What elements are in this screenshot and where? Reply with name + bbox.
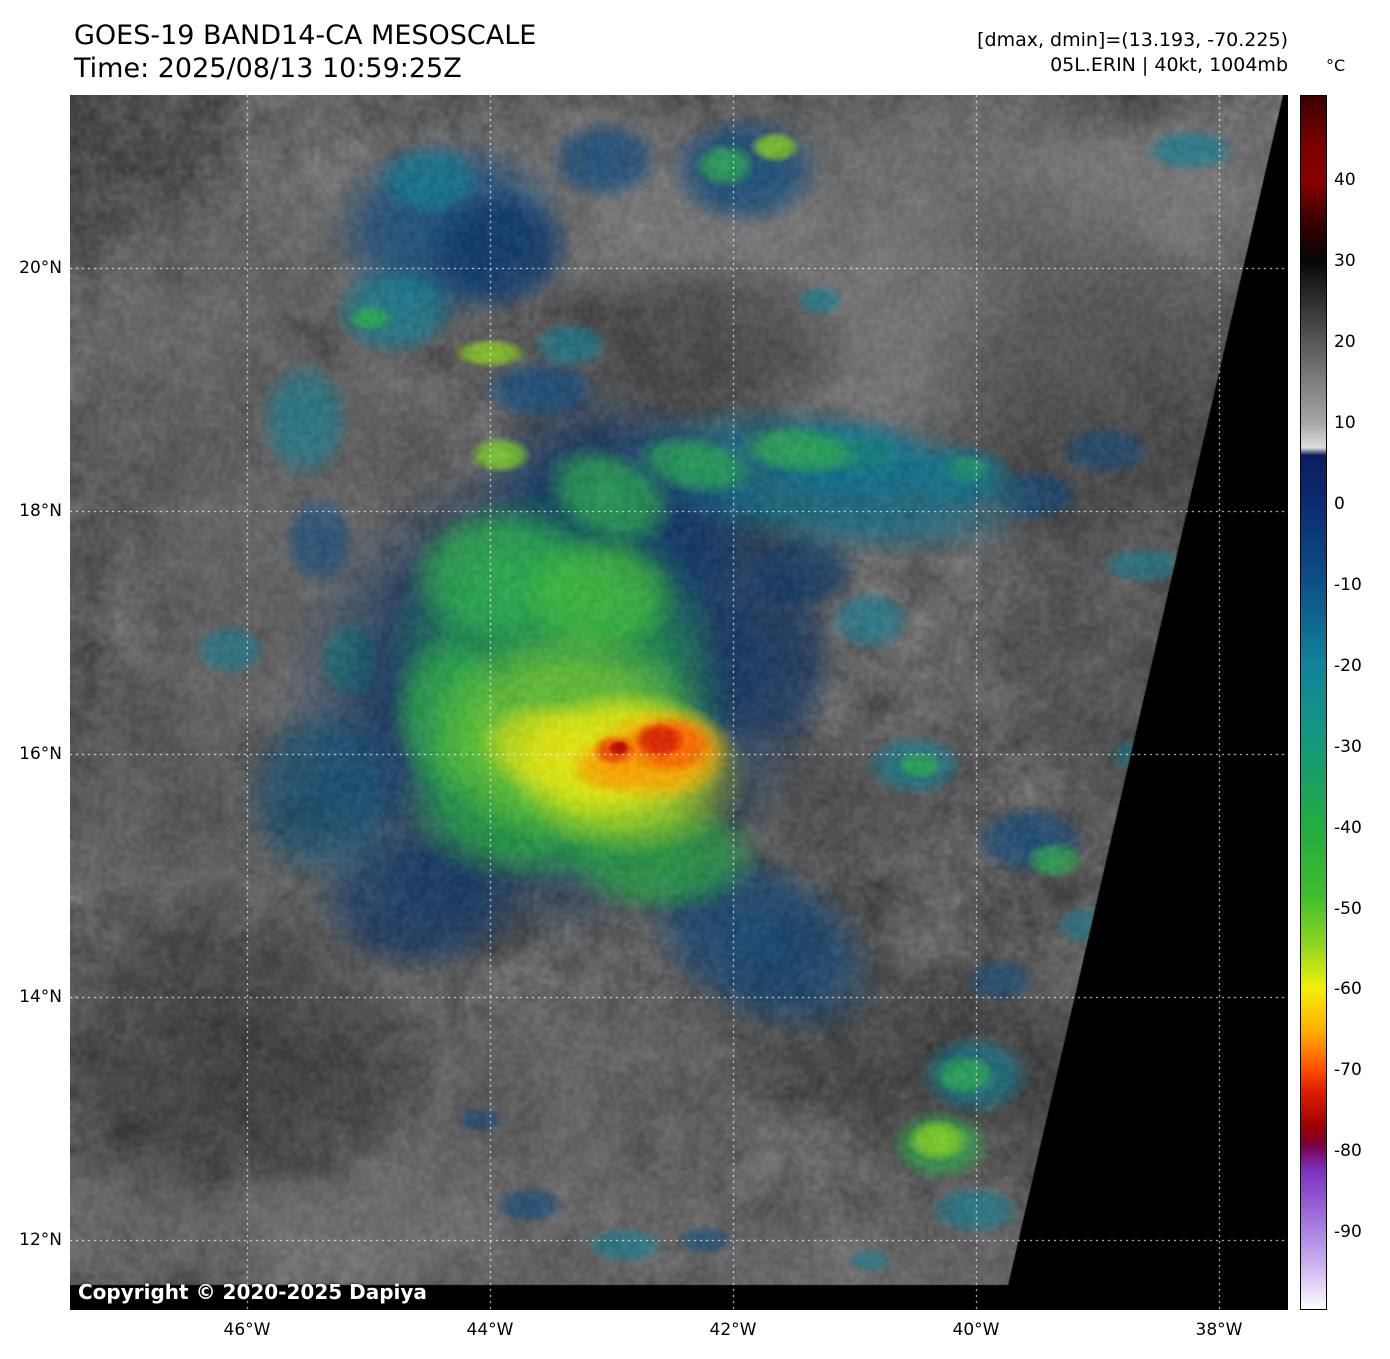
colorbar-tick-label: -10 bbox=[1334, 574, 1362, 595]
lat-tick-label: 16°N bbox=[19, 744, 62, 764]
colorbar-tick-label: -90 bbox=[1334, 1222, 1362, 1243]
colorbar-tick-label: -40 bbox=[1334, 817, 1362, 838]
storm-info: 05L.ERIN | 40kt, 1004mb bbox=[1050, 54, 1288, 76]
lat-tick-label: 18°N bbox=[19, 501, 62, 521]
lon-tick-label: 38°W bbox=[1195, 1320, 1243, 1340]
satellite-imagery-canvas bbox=[70, 95, 1288, 1310]
timestamp: Time: 2025/08/13 10:59:25Z bbox=[74, 53, 462, 84]
lon-tick-label: 46°W bbox=[223, 1320, 271, 1340]
lat-tick-label: 12°N bbox=[19, 1230, 62, 1250]
lon-tick-label: 42°W bbox=[709, 1320, 757, 1340]
colorbar-tick-label: -30 bbox=[1334, 736, 1362, 757]
colorbar-tick-label: 0 bbox=[1334, 493, 1345, 514]
page-title: GOES-19 BAND14-CA MESOSCALE bbox=[74, 20, 537, 51]
colorbar-tick-label: -70 bbox=[1334, 1060, 1362, 1081]
colorbar-tick-label: -50 bbox=[1334, 898, 1362, 919]
copyright-label: Copyright © 2020-2025 Dapiya bbox=[78, 1280, 427, 1304]
lon-tick-label: 40°W bbox=[952, 1320, 1000, 1340]
colorbar-unit-label: °C bbox=[1326, 56, 1346, 75]
lat-tick-label: 20°N bbox=[19, 258, 62, 278]
colorbar-tick-label: 30 bbox=[1334, 250, 1356, 271]
colorbar-tick-label: -60 bbox=[1334, 979, 1362, 1000]
lat-tick-label: 14°N bbox=[19, 987, 62, 1007]
colorbar-tick-label: 40 bbox=[1334, 169, 1356, 190]
colorbar-tick-label: 10 bbox=[1334, 412, 1356, 433]
colorbar bbox=[1300, 95, 1327, 1310]
colorbar-tick-label: -20 bbox=[1334, 655, 1362, 676]
dmax-dmin-readout: [dmax, dmin]=(13.193, -70.225) bbox=[977, 29, 1288, 51]
colorbar-tick-label: -80 bbox=[1334, 1141, 1362, 1162]
lon-tick-label: 44°W bbox=[466, 1320, 514, 1340]
satellite-map: Copyright © 2020-2025 Dapiya bbox=[70, 95, 1288, 1310]
colorbar-tick-label: 20 bbox=[1334, 331, 1356, 352]
